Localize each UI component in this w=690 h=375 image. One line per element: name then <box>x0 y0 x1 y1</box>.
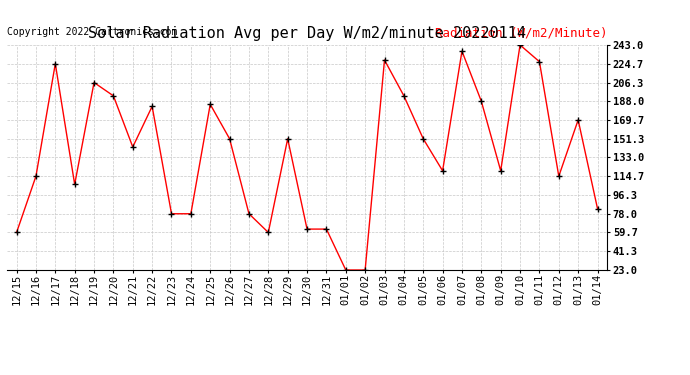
Text: Radiation (W/m2/Minute): Radiation (W/m2/Minute) <box>435 27 607 40</box>
Title: Solar Radiation Avg per Day W/m2/minute 20220114: Solar Radiation Avg per Day W/m2/minute … <box>88 26 526 41</box>
Text: Copyright 2022 Cartronics.com: Copyright 2022 Cartronics.com <box>7 27 177 37</box>
